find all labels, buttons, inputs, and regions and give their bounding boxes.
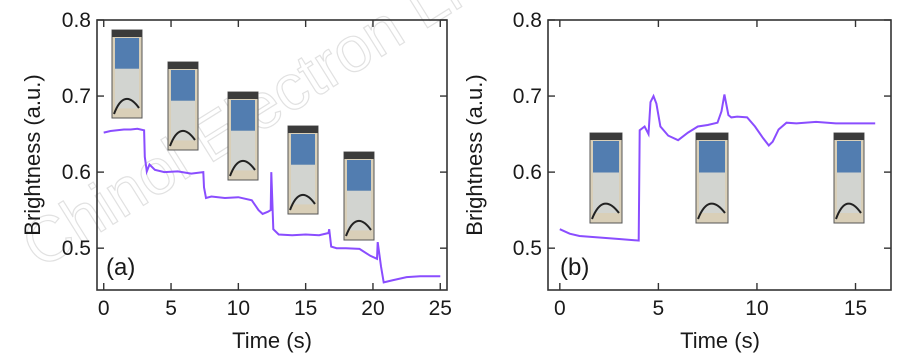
- panel-b: 0 5 10 15 0.5 0.6 0.7 0.8 (b) Time (s) Brightn…: [462, 9, 892, 353]
- y-tick-label: 0.8: [62, 9, 91, 32]
- vial-photo-inset: [287, 125, 319, 215]
- x-tick-label: 0: [98, 297, 110, 320]
- vial-photo-inset: [111, 29, 143, 119]
- panel-a: 0 5 10 15 20 25 0.5 0.6 0.7 0.8 (a) Time (s) Bri…: [20, 9, 452, 353]
- x-tick-label: 20: [361, 297, 384, 320]
- panel-a-y-ticks: 0.5 0.6 0.7 0.8: [62, 9, 447, 260]
- y-tick-label: 0.8: [513, 9, 542, 32]
- panel-b-insets: [589, 132, 865, 224]
- panel-a-frame: [96, 19, 448, 291]
- x-tick-label: 5: [653, 297, 665, 320]
- panel-b-x-axis-label: Time (s): [680, 328, 760, 353]
- vial-photo-inset: [227, 91, 259, 181]
- panel-b-frame: [547, 19, 892, 291]
- panel-b-x-ticks: 0 5 10 15: [554, 20, 867, 320]
- panel-a-series-line: [103, 127, 441, 284]
- panel-a-insets: [111, 29, 375, 241]
- x-tick-label: 25: [429, 297, 452, 320]
- x-tick-label: 10: [745, 297, 768, 320]
- vial-photo-inset: [833, 132, 865, 224]
- vial-photo-inset: [167, 61, 199, 151]
- vial-photo-inset: [695, 132, 729, 224]
- y-tick-label: 0.6: [513, 161, 542, 184]
- panel-a-x-ticks: 0 5 10 15 20 25: [98, 20, 452, 320]
- y-tick-label: 0.6: [62, 161, 91, 184]
- y-tick-label: 0.5: [62, 237, 91, 260]
- panel-b-label: (b): [560, 254, 589, 281]
- panel-b-series-line: [559, 93, 876, 242]
- panel-a-y-axis-label: Brightness (a.u.): [20, 74, 45, 235]
- panel-b-y-ticks: 0.5 0.6 0.7 0.8: [513, 9, 891, 260]
- x-tick-label: 15: [294, 297, 317, 320]
- panel-a-label: (a): [106, 254, 135, 281]
- y-tick-label: 0.7: [62, 85, 91, 108]
- vial-photo-inset: [589, 132, 623, 224]
- panel-a-x-axis-label: Time (s): [232, 328, 312, 353]
- y-tick-label: 0.7: [513, 85, 542, 108]
- x-tick-label: 5: [165, 297, 177, 320]
- panel-b-y-axis-label: Brightness (a.u.): [462, 74, 487, 235]
- y-tick-label: 0.5: [513, 237, 542, 260]
- x-tick-label: 15: [844, 297, 867, 320]
- vial-photo-inset: [343, 151, 375, 241]
- x-tick-label: 0: [554, 297, 566, 320]
- x-tick-label: 10: [227, 297, 250, 320]
